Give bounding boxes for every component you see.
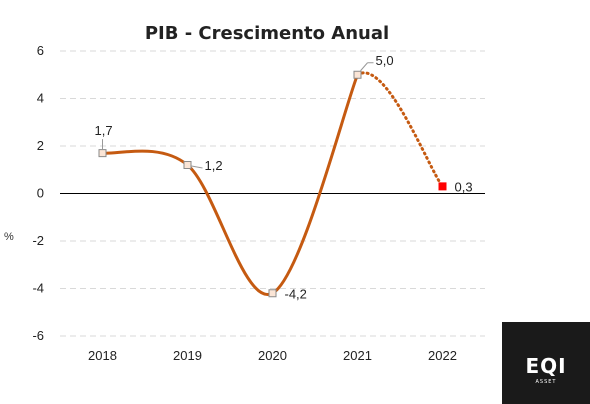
data-label: 5,0 [376, 53, 394, 68]
x-tick-label: 2020 [258, 348, 287, 363]
label-leader-line [360, 62, 368, 72]
y-tick-label: 0 [37, 186, 44, 201]
y-tick-labels: 6 4 2 0 -2 -4 -6 [32, 43, 44, 343]
y-axis-label: % [4, 231, 14, 243]
y-tick-label: -2 [32, 233, 44, 248]
y-tick-label: 6 [37, 43, 44, 58]
x-tick-label: 2019 [173, 348, 202, 363]
y-tick-label: 2 [37, 138, 44, 153]
x-tick-label: 2022 [428, 348, 457, 363]
data-point-marker [98, 149, 107, 158]
logo-subtext: ASSET [535, 379, 557, 385]
series-line-solid [101, 73, 359, 296]
series-line [101, 71, 444, 296]
data-point-marker [353, 70, 362, 79]
gridlines [60, 50, 485, 337]
data-label: -4,2 [285, 286, 307, 301]
data-label: 1,7 [95, 123, 113, 138]
x-tick-label: 2018 [88, 348, 117, 363]
data-point-marker [438, 182, 447, 191]
x-tick-label: 2021 [343, 348, 372, 363]
chart-title: PIB - Crescimento Anual [145, 23, 389, 44]
label-leader-line [191, 165, 203, 169]
data-label: 1,2 [205, 158, 223, 173]
y-tick-label: -6 [32, 328, 44, 343]
data-point-marker [268, 289, 277, 298]
x-tick-labels: 2018 2019 2020 2021 2022 [88, 348, 457, 363]
series-line-dotted [356, 71, 444, 188]
series-markers [98, 70, 447, 298]
data-point-marker [183, 161, 192, 169]
data-label: 0,3 [455, 179, 473, 194]
data-labels: 1,7 1,2 -4,2 5,0 0,3 [95, 53, 473, 302]
y-tick-label: 4 [37, 91, 44, 106]
y-tick-label: -4 [32, 281, 44, 296]
logo-text: EQI [525, 354, 567, 378]
eqi-logo: EQI ASSET [502, 322, 590, 404]
